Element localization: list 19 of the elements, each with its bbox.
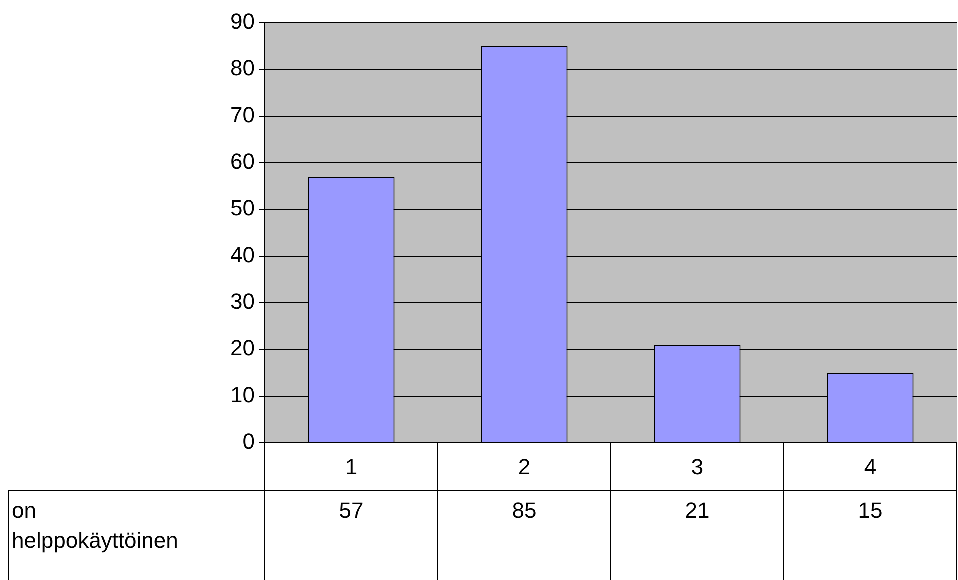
text: on helppokäyttöinen <box>12 498 178 554</box>
y-tick-label: 40 <box>230 242 255 268</box>
x-tick-label: 2 <box>518 454 531 480</box>
y-tick-label: 60 <box>230 149 255 174</box>
y-tick-label: 90 <box>230 9 255 34</box>
y-tick-label: 50 <box>230 196 255 221</box>
data-label: 85 <box>512 498 537 524</box>
y-tick-label: 10 <box>230 382 255 408</box>
data-label: 57 <box>339 498 364 524</box>
data-label: 21 <box>685 498 710 524</box>
y-tick-label: 0 <box>242 429 255 454</box>
data-label: 15 <box>858 498 883 524</box>
x-tick-label: 1 <box>345 454 358 480</box>
x-tick-label: 3 <box>691 454 704 480</box>
y-tick-label: 70 <box>230 102 255 128</box>
x-tick-label: 4 <box>864 454 877 480</box>
y-tick-label: 30 <box>230 289 255 314</box>
y-tick-label: 20 <box>230 336 255 361</box>
y-tick-label: 80 <box>230 56 255 81</box>
